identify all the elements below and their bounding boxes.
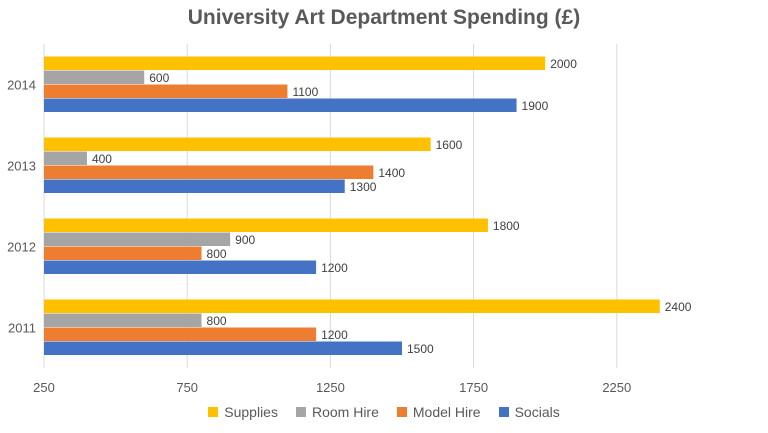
data-label-supplies-2014: 2000 — [550, 57, 577, 71]
bar-socials-2011 — [44, 341, 402, 355]
legend-label-model-hire: Model Hire — [412, 404, 481, 420]
bar-supplies-2012 — [44, 218, 488, 232]
bar-model-hire-2012 — [44, 246, 202, 260]
data-label-room-hire-2011: 800 — [207, 314, 227, 328]
x-tick-label-1250: 1250 — [316, 380, 345, 395]
data-label-model-hire-2011: 1200 — [321, 328, 348, 342]
y-category-label-2012: 2012 — [7, 240, 36, 255]
bar-supplies-2013 — [44, 137, 431, 151]
bar-room-hire-2011 — [44, 313, 202, 327]
legend-label-room-hire: Room Hire — [311, 404, 379, 420]
bar-socials-2013 — [44, 179, 345, 193]
data-label-model-hire-2014: 1100 — [292, 85, 318, 99]
chart-title: University Art Department Spending (£) — [187, 6, 581, 29]
data-label-model-hire-2012: 800 — [207, 247, 227, 261]
data-label-socials-2012: 1200 — [321, 261, 348, 275]
data-label-room-hire-2014: 600 — [149, 71, 169, 85]
y-category-label-2011: 2011 — [8, 321, 36, 336]
bar-model-hire-2013 — [44, 165, 374, 179]
legend-swatch-model-hire — [396, 407, 407, 417]
bar-room-hire-2014 — [44, 70, 145, 84]
bar-socials-2014 — [44, 98, 517, 112]
legend: Supplies Room Hire Model Hire Socials — [0, 404, 768, 420]
legend-swatch-socials — [498, 407, 509, 417]
bar-supplies-2011 — [44, 299, 660, 313]
bar-model-hire-2011 — [44, 327, 317, 341]
bar-room-hire-2012 — [44, 232, 231, 246]
legend-item-model-hire: Model Hire — [396, 404, 481, 420]
data-label-socials-2014: 1900 — [522, 99, 549, 113]
data-label-supplies-2012: 1800 — [493, 219, 520, 233]
legend-swatch-room-hire — [295, 407, 306, 417]
bar-room-hire-2013 — [44, 151, 87, 165]
legend-item-supplies: Supplies — [208, 404, 278, 420]
legend-item-socials: Socials — [498, 404, 560, 420]
data-label-socials-2013: 1300 — [350, 180, 377, 194]
legend-swatch-supplies — [208, 407, 219, 417]
y-category-label-2013: 2013 — [7, 159, 36, 174]
data-label-room-hire-2013: 400 — [92, 152, 112, 166]
data-label-model-hire-2013: 1400 — [378, 166, 405, 180]
x-tick-label-2250: 2250 — [602, 380, 631, 395]
data-label-supplies-2011: 2400 — [665, 300, 692, 314]
x-tick-label-750: 750 — [176, 380, 198, 395]
data-label-socials-2011: 1500 — [407, 342, 434, 356]
data-label-room-hire-2012: 900 — [235, 233, 255, 247]
data-label-supplies-2013: 1600 — [436, 138, 463, 152]
legend-label-supplies: Supplies — [224, 404, 278, 420]
legend-item-room-hire: Room Hire — [295, 404, 379, 420]
bar-socials-2012 — [44, 260, 317, 274]
bar-supplies-2014 — [44, 56, 546, 70]
x-tick-label-1750: 1750 — [459, 380, 488, 395]
y-category-label-2014: 2014 — [7, 78, 36, 93]
bar-model-hire-2014 — [44, 84, 288, 98]
legend-label-socials: Socials — [514, 404, 560, 420]
x-tick-label-250: 250 — [33, 380, 55, 395]
